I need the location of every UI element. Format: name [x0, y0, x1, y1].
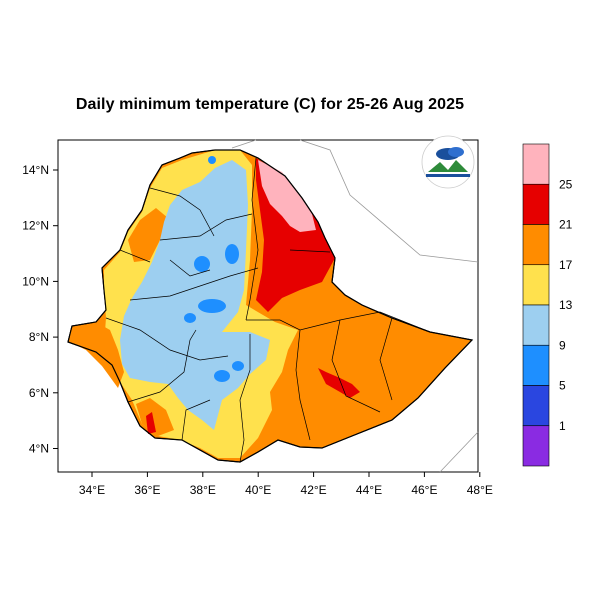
- legend-swatch: [522, 304, 550, 346]
- latitude-axis: 14°N 12°N 10°N 8°N 6°N 4°N: [22, 163, 58, 456]
- zone-orange-southwest: [136, 398, 174, 436]
- legend-label: 9: [559, 338, 566, 352]
- lat-tick-label: 4°N: [29, 442, 49, 456]
- legend-swatch: [522, 344, 550, 386]
- longitude-axis: 34°E 36°E 38°E 40°E 42°E 44°E 46°E 48°E: [79, 472, 493, 497]
- zone-mid-blue: [184, 156, 244, 382]
- legend-swatch: [522, 224, 550, 266]
- lat-tick-label: 6°N: [29, 386, 49, 400]
- legend-swatch: [522, 143, 550, 185]
- lon-tick-label: 48°E: [467, 483, 493, 497]
- legend-label: 5: [559, 379, 566, 393]
- legend-colorbar: 25 21 17 13 9 5 1: [522, 143, 573, 467]
- legend-swatch: [522, 264, 550, 306]
- legend-label: 1: [559, 419, 566, 433]
- country-border: [67, 149, 474, 463]
- agency-logo-icon: [421, 135, 475, 189]
- zone-orange-northwest: [128, 208, 168, 262]
- zone-orange-west: [70, 322, 124, 388]
- regional-borders: [105, 157, 431, 463]
- lat-tick-label: 8°N: [29, 330, 49, 344]
- lon-tick-label: 44°E: [356, 483, 382, 497]
- legend-swatch: [522, 183, 550, 225]
- legend-label: 17: [559, 258, 573, 272]
- lon-tick-label: 38°E: [190, 483, 216, 497]
- lon-tick-label: 36°E: [134, 483, 160, 497]
- lat-tick-label: 10°N: [22, 274, 49, 288]
- legend-swatch: [522, 425, 550, 467]
- lon-tick-label: 42°E: [301, 483, 327, 497]
- neighbor-borders: [231, 139, 479, 473]
- lon-tick-label: 40°E: [245, 483, 271, 497]
- map-title: Daily minimum temperature (C) for 25-26 …: [75, 96, 465, 113]
- legend-label: 25: [559, 177, 573, 191]
- zone-light-blue: [120, 160, 270, 430]
- lon-tick-label: 46°E: [411, 483, 437, 497]
- legend-label: 21: [559, 218, 573, 232]
- zone-red-southeast: [146, 368, 360, 434]
- lon-tick-label: 34°E: [79, 483, 105, 497]
- legend-label: 13: [559, 298, 573, 312]
- lat-tick-label: 14°N: [22, 163, 49, 177]
- legend-swatch: [522, 385, 550, 427]
- lat-tick-label: 12°N: [22, 219, 49, 233]
- zone-pink: [258, 160, 316, 232]
